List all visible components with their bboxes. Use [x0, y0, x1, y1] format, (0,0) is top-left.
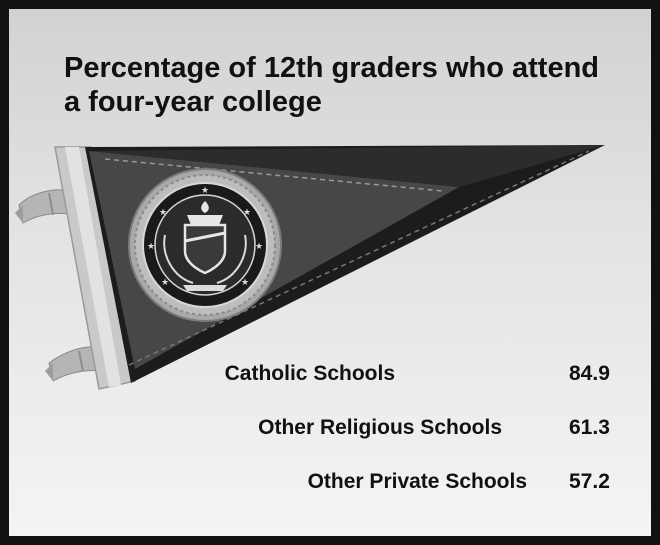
svg-text:★: ★	[255, 242, 263, 252]
pennant-tassel-bottom	[45, 346, 106, 382]
category-label-other-religious: Other Religious Schools	[258, 416, 502, 439]
value-label-catholic: 84.9	[569, 362, 610, 385]
svg-text:★: ★	[201, 186, 209, 196]
value-label-other-religious: 61.3	[569, 416, 610, 439]
svg-text:★: ★	[241, 278, 249, 288]
pennant-tassel-top	[15, 189, 76, 224]
svg-text:★: ★	[159, 208, 167, 218]
value-label-other-private: 57.2	[569, 470, 610, 493]
svg-text:★: ★	[147, 242, 155, 252]
chart-title: Percentage of 12th graders who attend a …	[64, 52, 600, 118]
pennant-icon: ★ ★ ★ ★ ★ ★ ★	[15, 145, 605, 390]
school-seal-icon: ★ ★ ★ ★ ★ ★ ★	[128, 168, 282, 322]
svg-text:★: ★	[243, 208, 251, 218]
svg-text:★: ★	[161, 278, 169, 288]
category-label-other-private: Other Private Schools	[307, 470, 527, 493]
category-label-catholic: Catholic Schools	[224, 362, 395, 385]
